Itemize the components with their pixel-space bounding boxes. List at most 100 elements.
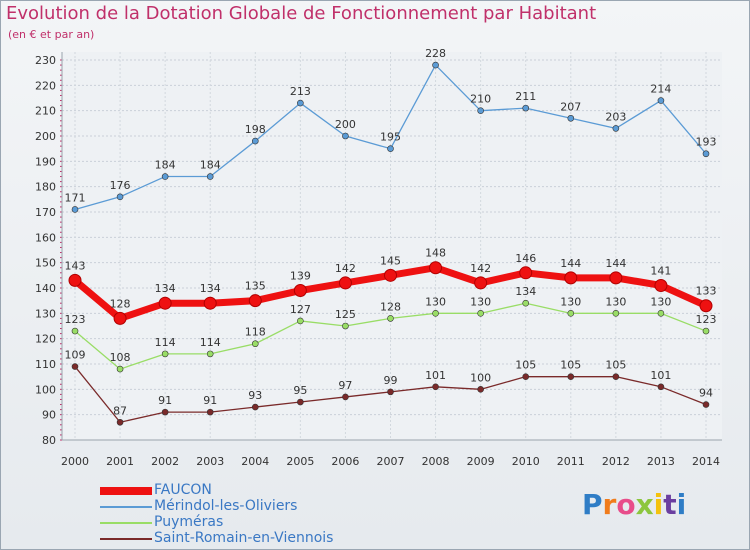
- data-point-saint-romain-en-viennois: [342, 393, 349, 401]
- data-point-puymeras: [612, 310, 620, 317]
- plot-area: [62, 52, 722, 440]
- data-label-faucon: 141: [650, 264, 671, 277]
- data-point-merindol-les-oliviers: [206, 173, 214, 180]
- data-point-merindol-les-oliviers: [612, 125, 620, 132]
- x-tick-label: 2012: [602, 455, 630, 468]
- x-tick-label: 2010: [512, 455, 540, 468]
- data-point-saint-romain-en-viennois: [522, 373, 530, 380]
- y-tick-label: 180: [35, 181, 56, 194]
- logo-letter: i: [676, 488, 687, 521]
- y-tick-label: 190: [35, 155, 56, 168]
- data-label-faucon: 144: [560, 257, 581, 270]
- data-point-saint-romain-en-viennois: [432, 383, 439, 391]
- x-tick-label: 2005: [286, 455, 314, 468]
- data-label-faucon: 144: [605, 257, 626, 270]
- data-point-faucon: [158, 296, 172, 310]
- data-label-faucon: 146: [515, 252, 536, 265]
- data-point-puymeras: [657, 310, 665, 317]
- proxiti-logo: Proxiti: [582, 488, 686, 521]
- data-point-merindol-les-oliviers: [522, 104, 530, 112]
- data-label-puymeras: 114: [200, 336, 221, 349]
- y-tick-label: 100: [35, 383, 56, 396]
- chart-subtitle: (en € et par an): [8, 28, 95, 41]
- data-label-merindol-les-oliviers: 210: [470, 93, 491, 106]
- data-label-faucon: 139: [290, 270, 311, 283]
- data-point-faucon: [564, 271, 578, 285]
- data-point-faucon: [519, 266, 533, 280]
- data-label-faucon: 133: [696, 285, 717, 298]
- data-point-saint-romain-en-viennois: [612, 373, 620, 380]
- y-tick-label: 120: [35, 333, 56, 346]
- x-tick-label: 2011: [557, 455, 585, 468]
- data-label-saint-romain-en-viennois: 95: [293, 384, 307, 397]
- chart-legend: FAUCON Mérindol-les-Oliviers Puyméras Saint…: [100, 482, 430, 547]
- data-label-saint-romain-en-viennois: 100: [470, 371, 491, 384]
- data-label-saint-romain-en-viennois: 101: [650, 369, 671, 382]
- data-point-merindol-les-oliviers: [567, 114, 575, 122]
- data-label-puymeras: 108: [110, 351, 131, 364]
- logo-letter: P: [582, 488, 603, 521]
- legend-item-faucon: FAUCON: [100, 482, 430, 499]
- data-label-merindol-les-oliviers: 184: [200, 159, 221, 172]
- logo-letter: o: [616, 488, 636, 521]
- data-point-merindol-les-oliviers: [116, 193, 124, 201]
- data-label-merindol-les-oliviers: 176: [110, 179, 131, 192]
- y-tick-label: 130: [35, 307, 56, 320]
- logo-letter: t: [663, 488, 677, 521]
- data-label-puymeras: 128: [380, 300, 401, 313]
- x-tick-label: 2009: [467, 455, 495, 468]
- data-label-faucon: 134: [200, 282, 221, 295]
- data-point-faucon: [474, 276, 488, 290]
- data-point-puymeras: [567, 310, 575, 317]
- data-point-puymeras: [297, 317, 304, 325]
- data-label-saint-romain-en-viennois: 105: [560, 359, 581, 372]
- data-point-puymeras: [71, 327, 79, 335]
- legend-label: Mérindol-les-Oliviers: [154, 498, 298, 514]
- data-point-faucon: [113, 311, 127, 325]
- data-label-faucon: 143: [65, 259, 86, 272]
- data-point-faucon: [429, 261, 443, 275]
- data-point-saint-romain-en-viennois: [567, 373, 575, 380]
- data-point-puymeras: [161, 350, 169, 358]
- data-label-saint-romain-en-viennois: 105: [515, 359, 536, 372]
- data-label-merindol-les-oliviers: 207: [560, 100, 581, 113]
- data-label-puymeras: 134: [515, 285, 536, 298]
- data-point-puymeras: [251, 340, 259, 348]
- x-tick-label: 2000: [61, 455, 89, 468]
- y-tick-label: 220: [35, 79, 56, 92]
- x-tick-label: 2002: [151, 455, 179, 468]
- x-tick-label: 2006: [331, 455, 359, 468]
- data-point-merindol-les-oliviers: [297, 99, 304, 107]
- legend-item-merindol-les-oliviers: Mérindol-les-Oliviers: [100, 498, 430, 515]
- data-point-merindol-les-oliviers: [477, 107, 484, 114]
- data-point-faucon: [338, 276, 352, 290]
- data-label-merindol-les-oliviers: 193: [696, 136, 717, 149]
- x-tick-label: 2003: [196, 455, 224, 468]
- legend-label: Saint-Romain-en-Viennois: [154, 530, 334, 546]
- y-tick-label: 150: [35, 257, 56, 270]
- data-point-faucon: [68, 273, 82, 287]
- data-point-saint-romain-en-viennois: [251, 403, 259, 411]
- data-label-puymeras: 114: [155, 336, 176, 349]
- data-point-saint-romain-en-viennois: [206, 408, 214, 416]
- data-label-merindol-les-oliviers: 171: [65, 191, 86, 204]
- y-tick-label: 160: [35, 231, 56, 244]
- data-label-merindol-les-oliviers: 213: [290, 85, 311, 98]
- data-point-saint-romain-en-viennois: [297, 398, 304, 406]
- data-point-faucon: [248, 294, 262, 308]
- data-point-puymeras: [342, 322, 349, 330]
- legend-swatch: [100, 506, 152, 508]
- data-point-faucon: [609, 271, 623, 285]
- data-point-puymeras: [387, 315, 394, 322]
- data-label-saint-romain-en-viennois: 99: [384, 374, 398, 387]
- y-tick-label: 140: [35, 282, 56, 295]
- data-point-merindol-les-oliviers: [161, 173, 169, 180]
- data-label-merindol-les-oliviers: 198: [245, 123, 266, 136]
- data-label-saint-romain-en-viennois: 101: [425, 369, 446, 382]
- data-point-faucon: [293, 284, 307, 298]
- data-point-puymeras: [432, 310, 439, 317]
- data-point-faucon: [699, 299, 713, 313]
- data-point-merindol-les-oliviers: [71, 206, 79, 213]
- data-point-merindol-les-oliviers: [432, 61, 439, 69]
- data-label-faucon: 148: [425, 247, 446, 260]
